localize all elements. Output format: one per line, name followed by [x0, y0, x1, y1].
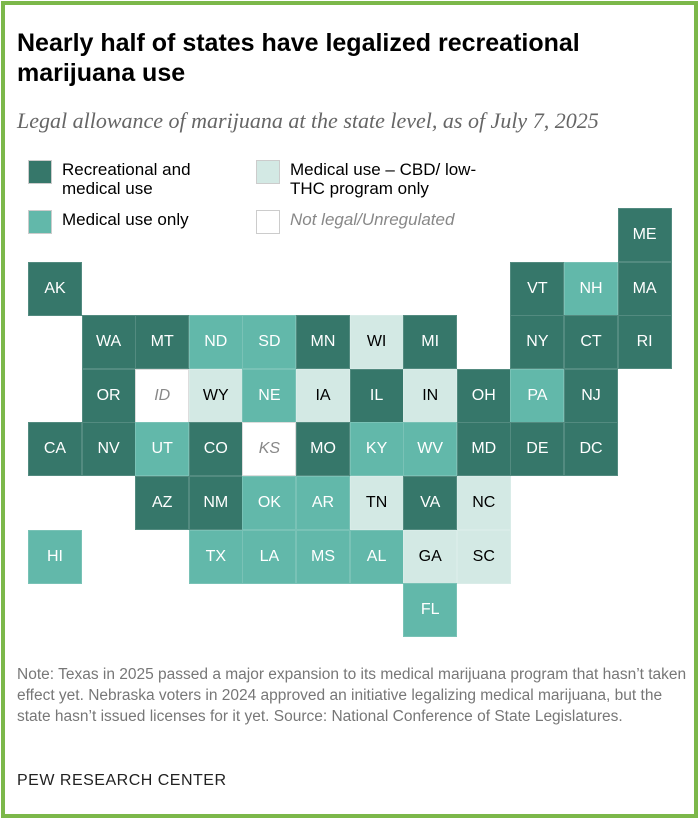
- legend-swatch: [256, 160, 280, 184]
- brand-logo-text: PEW RESEARCH CENTER: [17, 772, 227, 789]
- state-tile-ut: UT: [135, 422, 190, 477]
- state-tile-sc: SC: [456, 529, 511, 584]
- state-tile-ar: AR: [296, 476, 350, 530]
- state-tile-ok: OK: [242, 476, 297, 530]
- state-tile-nh: NH: [564, 261, 618, 316]
- state-tile-ky: KY: [349, 422, 404, 477]
- state-tile-pa: PA: [510, 368, 565, 423]
- state-tile-id: ID: [135, 368, 190, 423]
- state-tile-mt: MT: [135, 315, 190, 370]
- state-tile-az: AZ: [135, 476, 190, 530]
- state-tile-ri: RI: [617, 315, 672, 370]
- state-tile-ca: CA: [28, 422, 82, 477]
- source-text: Source: National Conference of State Leg…: [273, 708, 623, 725]
- legend-label: Medical use only: [62, 210, 189, 229]
- state-tile-dc: DC: [564, 422, 618, 477]
- state-tile-tn: TN: [349, 476, 404, 530]
- legend-item-cbd: Medical use – CBD/ low-THC program only: [256, 160, 486, 198]
- state-tile-al: AL: [349, 529, 404, 584]
- state-tile-wa: WA: [81, 315, 136, 370]
- legend-swatch: [28, 210, 52, 234]
- note-text: Note: Texas in 2025 passed a major expan…: [17, 666, 687, 725]
- state-tile-ny: NY: [510, 315, 565, 370]
- legend-label: Recreational and medical use: [62, 160, 191, 198]
- chart-note: Note: Texas in 2025 passed a major expan…: [17, 664, 687, 727]
- legend-label: Medical use – CBD/ low-THC program only: [290, 160, 477, 198]
- legend-swatch: [256, 210, 280, 234]
- state-tile-ms: MS: [296, 529, 350, 584]
- state-tile-in: IN: [403, 368, 458, 423]
- state-tile-or: OR: [81, 368, 136, 423]
- state-tile-ak: AK: [28, 261, 82, 316]
- state-tile-wi: WI: [349, 315, 404, 370]
- legend-swatch: [28, 160, 52, 184]
- state-tile-vt: VT: [510, 261, 565, 316]
- legend-item-recreational: Recreational and medical use: [28, 160, 228, 198]
- state-tile-ga: GA: [403, 529, 458, 584]
- state-tile-ma: MA: [617, 261, 672, 316]
- state-tile-co: CO: [188, 422, 243, 477]
- state-tile-mn: MN: [296, 315, 350, 370]
- state-tile-nv: NV: [81, 422, 136, 477]
- state-tile-nd: ND: [188, 315, 243, 370]
- state-tile-fl: FL: [403, 583, 458, 638]
- state-tile-nc: NC: [456, 476, 511, 530]
- legend-item-not-legal: Not legal/Unregulated: [256, 210, 486, 234]
- state-tile-de: DE: [510, 422, 565, 477]
- state-tile-il: IL: [349, 368, 404, 423]
- state-tile-mo: MO: [296, 422, 350, 477]
- state-tile-md: MD: [456, 422, 511, 477]
- state-tile-la: LA: [242, 529, 297, 584]
- state-tile-wy: WY: [188, 368, 243, 423]
- state-tile-ks: KS: [242, 422, 297, 477]
- state-tile-tx: TX: [188, 529, 243, 584]
- legend-label: Not legal/Unregulated: [290, 210, 455, 229]
- state-tile-nm: NM: [188, 476, 243, 530]
- state-tile-mi: MI: [403, 315, 458, 370]
- state-tile-nj: NJ: [564, 368, 618, 423]
- state-tile-wv: WV: [403, 422, 458, 477]
- state-tile-me: ME: [617, 208, 672, 262]
- state-tile-sd: SD: [242, 315, 297, 370]
- chart-subtitle: Legal allowance of marijuana at the stat…: [17, 108, 599, 133]
- state-tile-ne: NE: [242, 368, 297, 423]
- chart-title: Nearly half of states have legalized rec…: [17, 29, 580, 87]
- state-tile-ct: CT: [564, 315, 618, 370]
- state-tile-hi: HI: [28, 529, 82, 584]
- state-tile-ia: IA: [296, 368, 350, 423]
- state-tile-oh: OH: [456, 368, 511, 423]
- state-tile-va: VA: [403, 476, 458, 530]
- legend-item-medical: Medical use only: [28, 210, 228, 234]
